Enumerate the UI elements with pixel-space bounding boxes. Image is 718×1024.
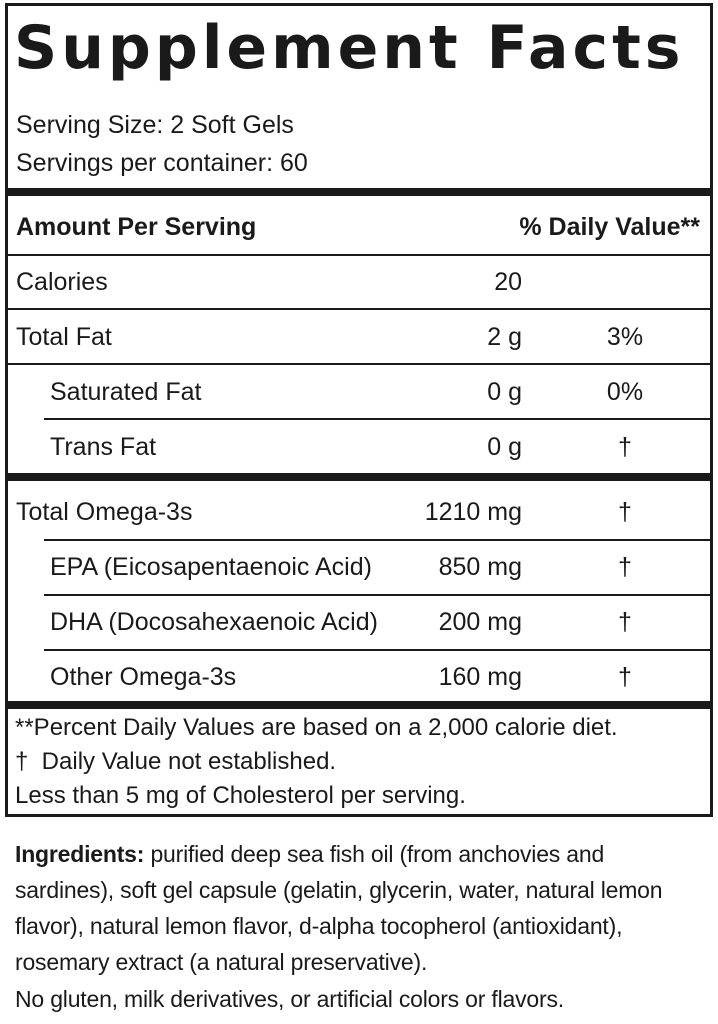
nutrient: EPA (Eicosapentaenoic Acid) xyxy=(50,553,372,581)
ingredients: Ingredients: purified deep sea fish oil … xyxy=(15,836,707,980)
ingredients-label: Ingredients: xyxy=(15,841,145,867)
nutrient: Trans Fat xyxy=(50,433,157,461)
divider xyxy=(44,594,710,596)
footnote: † Daily Value not established. xyxy=(15,748,337,775)
daily-value: 0% xyxy=(606,378,644,406)
divider xyxy=(8,363,710,365)
daily-value: † xyxy=(618,553,632,581)
amount: 1210 mg xyxy=(424,498,522,526)
divider xyxy=(8,701,710,709)
amount: 850 mg xyxy=(438,553,522,581)
amount: 20 xyxy=(494,268,522,296)
table-row: Total Omega-3s 1210 mg † xyxy=(8,497,710,527)
allergen-note: No gluten, milk derivatives, or artifici… xyxy=(15,986,564,1012)
divider xyxy=(8,188,710,196)
divider xyxy=(44,539,710,541)
amount: 200 mg xyxy=(438,608,522,636)
daily-value: † xyxy=(618,433,632,461)
table-row: DHA (Docosahexaenoic Acid) 200 mg † xyxy=(8,607,710,637)
nutrient: Total Omega-3s xyxy=(16,498,193,526)
facts-box xyxy=(5,3,713,817)
footnote: Less than 5 mg of Cholesterol per servin… xyxy=(15,782,466,809)
header-label: Amount Per Serving xyxy=(16,213,257,241)
divider xyxy=(8,254,710,256)
ingredients-text: purified deep sea fish oil (from anchovi… xyxy=(15,841,663,975)
footnote: **Percent Daily Values are based on a 2,… xyxy=(15,714,618,741)
servings-per-container: Servings per container: 60 xyxy=(16,149,308,177)
title: Supplement Facts xyxy=(14,13,685,83)
nutrient: Other Omega-3s xyxy=(50,663,237,691)
divider xyxy=(44,649,710,651)
header-label: % Daily Value** xyxy=(519,213,700,241)
table-row: Trans Fat 0 g † xyxy=(8,432,710,462)
header-row: Amount Per Serving % Daily Value** xyxy=(8,212,710,242)
amount: 0 g xyxy=(487,433,522,461)
table-row: Saturated Fat 0 g 0% xyxy=(8,377,710,407)
daily-value: † xyxy=(618,608,632,636)
amount: 160 mg xyxy=(438,663,522,691)
table-row: Other Omega-3s 160 mg † xyxy=(8,662,710,692)
divider xyxy=(44,418,710,420)
nutrient: Total Fat xyxy=(16,323,112,351)
divider xyxy=(8,308,710,310)
amount: 2 g xyxy=(487,323,522,351)
daily-value: 3% xyxy=(606,323,644,351)
daily-value: † xyxy=(618,663,632,691)
daily-value: † xyxy=(618,498,632,526)
amount: 0 g xyxy=(487,378,522,406)
table-row: Calories 20 xyxy=(8,267,710,297)
table-row: EPA (Eicosapentaenoic Acid) 850 mg † xyxy=(8,552,710,582)
divider xyxy=(8,473,710,481)
nutrient: Calories xyxy=(16,268,108,296)
nutrient: DHA (Docosahexaenoic Acid) xyxy=(50,608,378,636)
nutrient: Saturated Fat xyxy=(50,378,202,406)
serving-size: Serving Size: 2 Soft Gels xyxy=(16,111,294,139)
table-row: Total Fat 2 g 3% xyxy=(8,322,710,352)
